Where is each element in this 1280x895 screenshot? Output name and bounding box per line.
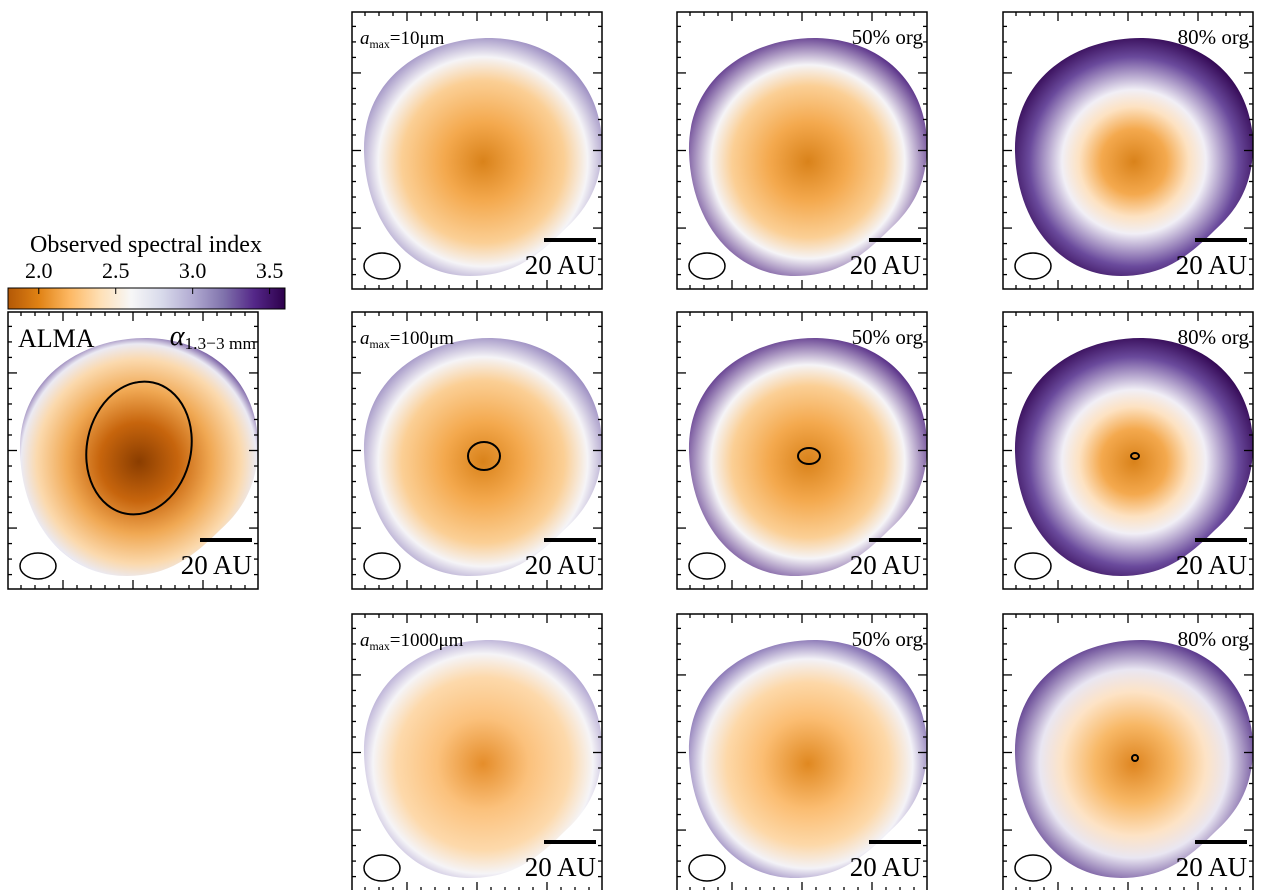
beam — [1014, 854, 1052, 882]
contour — [1131, 754, 1139, 762]
beam — [19, 552, 57, 580]
emission-map — [363, 37, 603, 277]
alma-panel: ALMA α1.3−3 mm 20 AU — [7, 311, 259, 590]
panel-label-part: 1.3−3 mm — [184, 334, 256, 353]
beam — [688, 252, 726, 280]
model-panel: 50% org 20 AU — [676, 11, 928, 290]
panel-label-part: =1000μm — [390, 630, 464, 651]
scale-label: 20 AU — [1176, 852, 1247, 882]
scale-label: 20 AU — [525, 550, 596, 580]
panel-label-part: α — [170, 321, 186, 352]
scale-label: 20 AU — [850, 550, 921, 580]
scale-label: 20 AU — [525, 852, 596, 882]
beam — [363, 854, 401, 882]
emission-map — [1014, 37, 1254, 277]
emission-map — [688, 37, 928, 277]
org-label: 50% org — [852, 627, 924, 651]
colorbar — [7, 287, 286, 310]
scale-label: 20 AU — [850, 852, 921, 882]
panel-label: amax=10μm — [360, 28, 445, 51]
org-label: 80% org — [1178, 325, 1250, 349]
model-panel: 80% org 20 AU — [1002, 11, 1254, 290]
model-panel: amax=100μm 20 AU — [351, 311, 603, 590]
org-label: 80% org — [1178, 25, 1250, 49]
emission-map — [688, 337, 928, 576]
org-label: 80% org — [1178, 627, 1250, 651]
colorbar-tick-label: 2.5 — [102, 258, 130, 283]
scale-label: 20 AU — [1176, 250, 1247, 280]
model-panel: 80% org 20 AU — [1002, 311, 1254, 590]
panel-title: ALMA — [18, 324, 95, 353]
scale-label: 20 AU — [525, 250, 596, 280]
beam — [688, 552, 726, 580]
emission-map — [363, 639, 603, 878]
panel-label-part: max — [370, 38, 390, 51]
panel-label-part: a — [360, 630, 370, 651]
scale-label: 20 AU — [181, 550, 252, 580]
model-panel: 50% org 20 AU — [676, 613, 928, 892]
beam — [1014, 252, 1052, 280]
panel-label-part: a — [360, 328, 370, 349]
panel-label: α1.3−3 mm — [170, 321, 257, 353]
contour — [797, 447, 821, 465]
panel-label: amax=1000μm — [360, 630, 464, 653]
panel-label-part: =100μm — [390, 328, 454, 349]
panel-label-part: a — [360, 28, 370, 49]
colorbar-label: Observed spectral index — [30, 232, 262, 258]
org-label: 50% org — [852, 325, 924, 349]
model-panel: 50% org 20 AU — [676, 311, 928, 590]
model-panel: amax=10μm 20 AU — [351, 11, 603, 290]
emission-map — [1014, 337, 1254, 576]
contour — [1130, 452, 1140, 460]
scale-label: 20 AU — [850, 250, 921, 280]
emission-map — [363, 337, 603, 576]
emission-map — [19, 337, 259, 576]
colorbar-tick-label: 2.0 — [25, 258, 53, 283]
beam — [688, 854, 726, 882]
colorbar-tick-label: 3.5 — [256, 258, 284, 283]
panel-label-part: max — [370, 640, 390, 653]
panel-label-part: =10μm — [390, 28, 445, 49]
panel-label-part: max — [370, 338, 390, 351]
org-label: 50% org — [852, 25, 924, 49]
emission-map — [1014, 639, 1254, 878]
colorbar-tick-label: 3.0 — [179, 258, 207, 283]
scale-label: 20 AU — [1176, 550, 1247, 580]
beam — [363, 552, 401, 580]
contour — [467, 441, 501, 471]
model-panel: 80% org 20 AU — [1002, 613, 1254, 892]
beam — [1014, 552, 1052, 580]
beam — [363, 252, 401, 280]
panel-label: amax=100μm — [360, 328, 454, 351]
contour — [85, 380, 193, 516]
emission-map — [688, 639, 928, 878]
model-panel: amax=1000μm 20 AU — [351, 613, 603, 892]
